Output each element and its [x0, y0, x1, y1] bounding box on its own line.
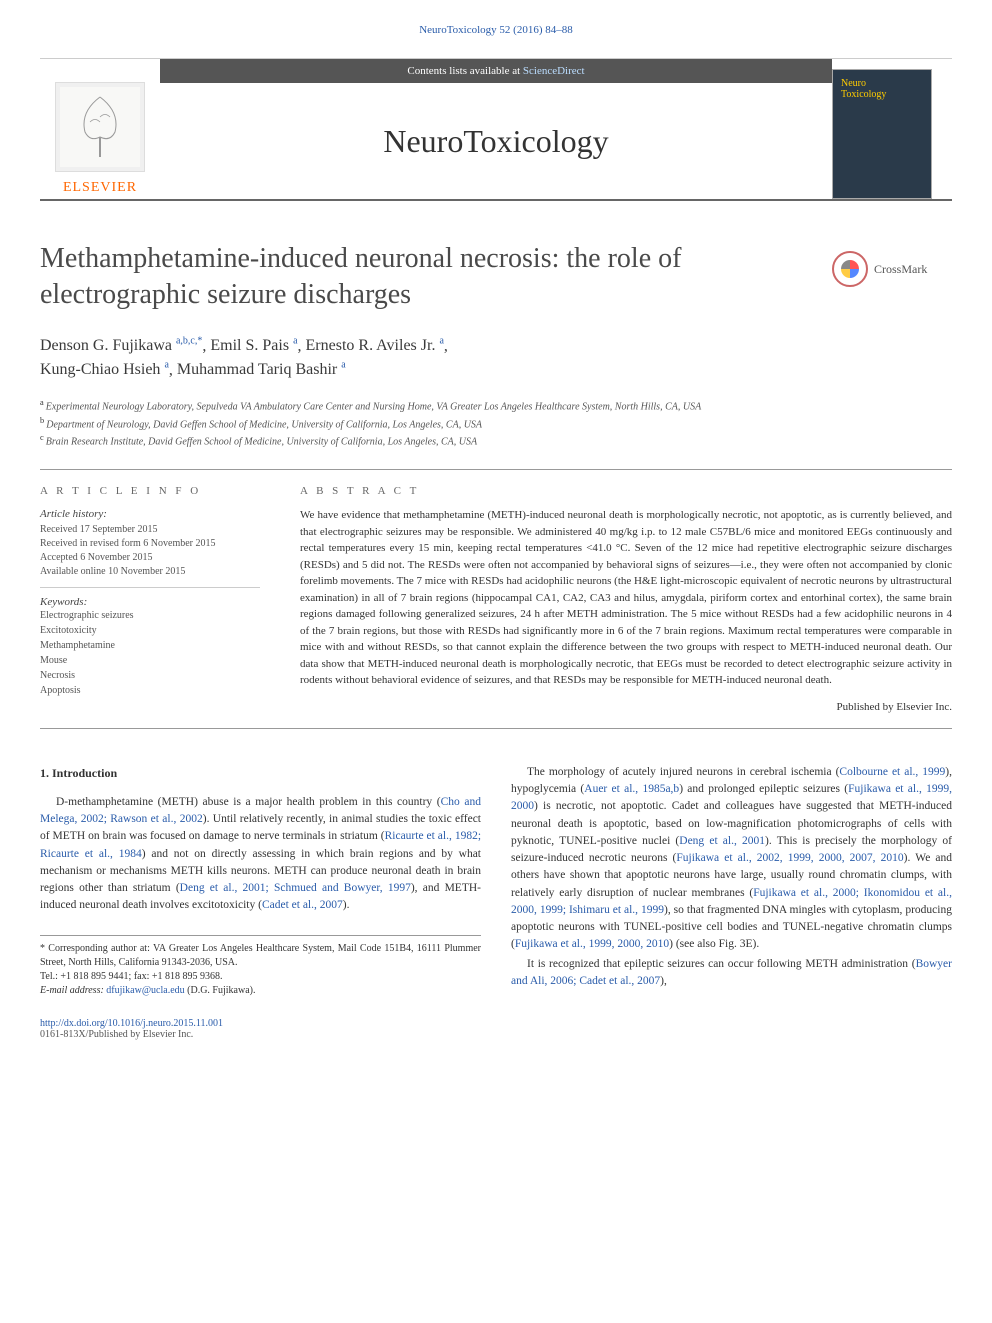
citation[interactable]: Fujikawa et al., 1999, 2000, 2010 — [515, 938, 669, 950]
keyword: Mouse — [40, 653, 260, 668]
affil-sup: a — [40, 398, 46, 407]
col2-paragraph-2: It is recognized that epileptic seizures… — [511, 956, 952, 991]
keyword: Necrosis — [40, 668, 260, 683]
column-right: The morphology of acutely injured neuron… — [511, 764, 952, 998]
affiliation-line: a Experimental Neurology Laboratory, Sep… — [40, 397, 952, 414]
citation[interactable]: Auer et al., 1985a,b — [584, 783, 679, 795]
author-affil-sup: a — [439, 336, 443, 347]
published-by: Published by Elsevier Inc. — [300, 701, 952, 713]
abstract-block: A B S T R A C T We have evidence that me… — [280, 485, 952, 713]
citation[interactable]: Deng et al., 2001 — [679, 835, 765, 847]
affiliation-line: c Brain Research Institute, David Geffen… — [40, 432, 952, 449]
keyword: Excitotoxicity — [40, 623, 260, 638]
citation[interactable]: Fujikawa et al., 1999, 2000 — [511, 783, 952, 812]
cover-label: NeuroToxicology — [841, 78, 886, 100]
doi-link[interactable]: http://dx.doi.org/10.1016/j.neuro.2015.1… — [40, 1018, 223, 1029]
author: Ernesto R. Aviles Jr. a — [306, 337, 444, 354]
corr-author-line: * Corresponding author at: VA Greater Lo… — [40, 942, 481, 970]
tel-fax-line: Tel.: +1 818 895 9441; fax: +1 818 895 9… — [40, 970, 481, 984]
citation[interactable]: Cadet et al., 2007 — [262, 899, 343, 911]
corresponding-author-footnote: * Corresponding author at: VA Greater Lo… — [40, 935, 481, 998]
intro-paragraph-1: D-methamphetamine (METH) abuse is a majo… — [40, 794, 481, 915]
article-info-heading: A R T I C L E I N F O — [40, 485, 260, 497]
author-affil-sup: a — [164, 360, 168, 371]
author: Emil S. Pais a — [210, 337, 297, 354]
author-affil-sup: a — [341, 360, 345, 371]
citation[interactable]: Colbourne et al., 1999 — [839, 766, 945, 778]
author: Muhammad Tariq Bashir a — [177, 361, 346, 378]
page-header: NeuroToxicology 52 (2016) 84–88 — [0, 0, 992, 48]
author-affil-sup: a — [293, 336, 297, 347]
article-title: Methamphetamine-induced neuronal necrosi… — [40, 241, 832, 314]
corr-email-link[interactable]: dfujikaw@ucla.edu — [106, 985, 184, 996]
citation[interactable]: Fujikawa et al., 2000; Ikonomidou et al.… — [511, 887, 952, 916]
journal-title: NeuroToxicology — [160, 83, 832, 199]
history-line: Received in revised form 6 November 2015 — [40, 537, 260, 551]
article-history: Article history: Received 17 September 2… — [40, 507, 260, 587]
intro-heading: 1. Introduction — [40, 764, 481, 782]
author-affil-sup: a,b,c,* — [176, 336, 202, 347]
contents-bar: Contents lists available at ScienceDirec… — [160, 59, 832, 83]
sciencedirect-link[interactable]: ScienceDirect — [523, 65, 585, 77]
keywords-label: Keywords: — [40, 596, 260, 608]
contents-prefix: Contents lists available at — [407, 65, 522, 77]
crossmark-badge[interactable]: CrossMark — [832, 251, 952, 287]
citation[interactable]: Fujikawa et al., 2002, 1999, 2000, 2007,… — [676, 852, 903, 864]
keyword: Apoptosis — [40, 683, 260, 698]
email-line: E-mail address: dfujikaw@ucla.edu (D.G. … — [40, 984, 481, 998]
crossmark-icon — [832, 251, 868, 287]
info-abstract-row: A R T I C L E I N F O Article history: R… — [40, 469, 952, 729]
affiliation-line: b Department of Neurology, David Geffen … — [40, 415, 952, 432]
authors-line: Denson G. Fujikawa a,b,c,*, Emil S. Pais… — [0, 334, 992, 383]
journal-cover-image: NeuroToxicology — [832, 69, 932, 199]
crossmark-label: CrossMark — [874, 262, 927, 277]
cover-thumbnail-block: NeuroToxicology — [832, 59, 952, 199]
copyright-line: 0161-813X/Published by Elsevier Inc. — [40, 1029, 193, 1040]
citation[interactable]: Bowyer and Ali, 2006; Cadet et al., 2007 — [511, 958, 952, 987]
page-footer: http://dx.doi.org/10.1016/j.neuro.2015.1… — [0, 1018, 992, 1070]
history-line: Received 17 September 2015 — [40, 523, 260, 537]
history-line: Accepted 6 November 2015 — [40, 551, 260, 565]
article-header: Methamphetamine-induced neuronal necrosi… — [0, 201, 992, 334]
keywords-list: Electrographic seizuresExcitotoxicityMet… — [40, 608, 260, 698]
email-suffix: (D.G. Fujikawa). — [185, 985, 256, 996]
elsevier-tree-icon — [55, 82, 145, 172]
keyword: Electrographic seizures — [40, 608, 260, 623]
abstract-heading: A B S T R A C T — [300, 485, 952, 497]
journal-ref-link[interactable]: NeuroToxicology 52 (2016) 84–88 — [419, 24, 573, 36]
header-band: ELSEVIER Contents lists available at Sci… — [40, 58, 952, 201]
publisher-name: ELSEVIER — [63, 180, 137, 196]
email-label: E-mail address: — [40, 985, 106, 996]
body-columns: 1. Introduction D-methamphetamine (METH)… — [0, 729, 992, 1018]
publisher-logo-block: ELSEVIER — [40, 59, 160, 199]
col2-paragraph-1: The morphology of acutely injured neuron… — [511, 764, 952, 954]
affil-sup: b — [40, 416, 46, 425]
history-line: Available online 10 November 2015 — [40, 565, 260, 579]
citation[interactable]: Deng et al., 2001; Schmued and Bowyer, 1… — [180, 882, 411, 894]
citation[interactable]: Cho and Melega, 2002; Rawson et al., 200… — [40, 796, 481, 825]
column-left: 1. Introduction D-methamphetamine (METH)… — [40, 764, 481, 998]
author: Denson G. Fujikawa a,b,c,* — [40, 337, 202, 354]
author: Kung-Chiao Hsieh a — [40, 361, 169, 378]
article-info: A R T I C L E I N F O Article history: R… — [40, 485, 280, 713]
header-center: Contents lists available at ScienceDirec… — [160, 59, 832, 199]
affil-sup: c — [40, 433, 46, 442]
affiliations: a Experimental Neurology Laboratory, Sep… — [0, 382, 992, 469]
keyword: Methamphetamine — [40, 638, 260, 653]
citation[interactable]: Ricaurte et al., 1982; Ricaurte et al., … — [40, 830, 481, 859]
history-label: Article history: — [40, 507, 260, 522]
abstract-text: We have evidence that methamphetamine (M… — [300, 507, 952, 689]
